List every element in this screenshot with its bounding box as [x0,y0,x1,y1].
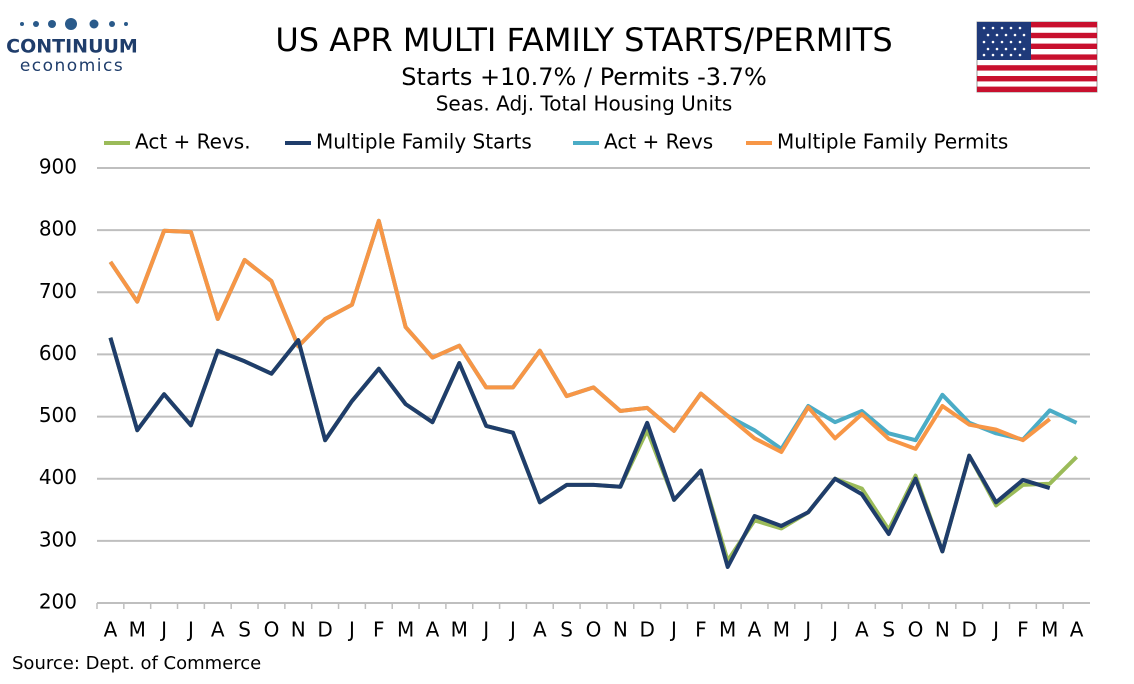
x-tick-label: J [186,618,194,642]
legend-label: Act + Revs. [135,130,251,154]
x-tick-label: J [159,618,167,642]
x-tick-label: M [1041,618,1058,642]
x-tick-label: F [1017,618,1029,642]
x-tick-label: J [991,618,999,642]
x-tick-label: S [238,618,251,642]
x-tick-label: S [882,618,895,642]
x-tick-label: D [639,618,654,642]
y-tick-label: 200 [39,590,77,614]
series-line [108,218,1078,451]
chart-title: US APR MULTI FAMILY STARTS/PERMITS [275,21,892,59]
logo: CONTINUUM economics [6,18,138,76]
x-tick-label: N [935,618,950,642]
x-tick-label: D [317,618,332,642]
x-tick-label: O [264,618,280,642]
brand-tagline: economics [20,56,124,76]
y-tick-label: 700 [39,279,77,303]
x-tick-label: J [508,618,516,642]
x-tick-label: M [773,618,790,642]
y-tick-label: 300 [39,527,77,551]
series-line [108,337,1051,569]
x-tick-label: M [719,618,736,642]
x-tick-label: F [695,618,707,642]
brand-name: CONTINUUM [6,36,138,58]
x-tick-label: A [533,618,547,642]
source: Source: Dept. of Commerce [12,653,261,674]
x-tick-label: J [481,618,489,642]
x-tick-label: A [104,618,118,642]
y-tick-label: 500 [39,403,77,427]
x-tick-label: O [908,618,924,642]
x-tick-label: M [397,618,414,642]
x-tick-label: D [962,618,977,642]
x-tick-label: J [669,618,677,642]
x-tick-label: A [211,618,225,642]
x-tick-label: A [855,618,869,642]
y-tick-label: 600 [39,341,77,365]
legend-label: Multiple Family Starts [316,130,532,154]
x-tick-label: M [129,618,146,642]
x-tick-label: F [373,618,385,642]
chart-subtitle2: Seas. Adj. Total Housing Units [436,92,733,116]
x-tick-label: M [451,618,468,642]
x-tick-label: S [560,618,573,642]
x-tick-label: J [803,618,811,642]
y-tick-label: 900 [39,155,77,179]
flag [976,21,1098,93]
x-tick-label: O [586,618,602,642]
x-tick-label: J [347,618,355,642]
legend-label: Act + Revs [604,130,713,154]
legend-label: Multiple Family Permits [777,130,1008,154]
y-tick-label: 800 [39,217,77,241]
x-tick-label: J [830,618,838,642]
x-tick-label: A [426,618,440,642]
chart-subtitle: Starts +10.7% / Permits -3.7% [401,63,767,91]
y-tick-label: 400 [39,465,77,489]
series-line [108,218,1051,454]
x-tick-label: N [291,618,306,642]
x-tick-label: A [748,618,762,642]
x-tick-label: A [1070,618,1084,642]
x-tick-label: N [613,618,628,642]
